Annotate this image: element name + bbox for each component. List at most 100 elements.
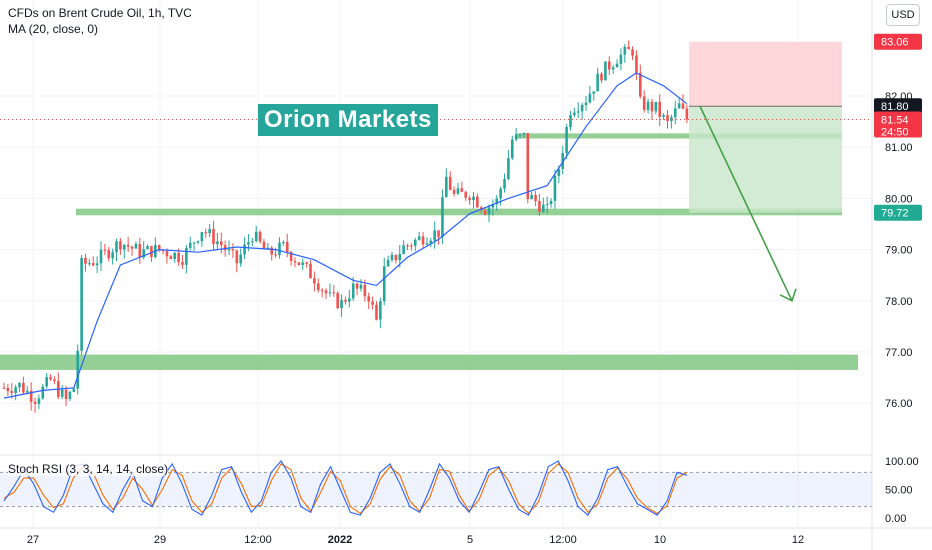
candle-body: [285, 241, 289, 253]
candle-body: [646, 101, 650, 110]
candle-body: [592, 91, 596, 94]
candle-body: [452, 189, 456, 194]
candle-body: [142, 249, 145, 258]
candle-body: [111, 252, 114, 259]
candle-body: [49, 377, 52, 380]
candle-body: [227, 249, 231, 251]
candle-body: [538, 201, 541, 212]
candle-body: [80, 257, 83, 351]
candle-body: [324, 290, 328, 294]
candle-body: [115, 241, 118, 253]
candle-body: [487, 207, 491, 215]
candle-body: [251, 241, 254, 243]
candle-body: [88, 263, 91, 265]
candle-body: [545, 204, 549, 206]
price-badge-value: 81.80: [881, 101, 909, 113]
candle-body: [33, 401, 37, 404]
candle-body: [64, 389, 68, 400]
candle-body: [10, 391, 14, 394]
candle-body: [336, 293, 339, 309]
candle-body: [216, 241, 219, 245]
candle-body: [662, 115, 665, 117]
candle-body: [150, 246, 153, 258]
time-axis-label: 29: [154, 534, 166, 546]
stoch-axis-label: 100.00: [885, 456, 919, 468]
candle-body: [313, 278, 316, 284]
candle-body: [421, 236, 425, 245]
symbol-title[interactable]: CFDs on Brent Crude Oil, 1h, TVC: [8, 6, 192, 20]
stoch-axis-label: 0.00: [885, 513, 906, 525]
candle-body: [53, 379, 56, 382]
candle-body: [681, 103, 685, 109]
candle-body: [243, 244, 246, 255]
candle-body: [619, 54, 623, 64]
candle-body: [402, 245, 405, 255]
candle-body: [41, 386, 45, 399]
candle-body: [677, 103, 681, 109]
candle-body: [530, 194, 533, 200]
candle-body: [332, 292, 336, 294]
candle-body: [445, 176, 448, 198]
candle-body: [650, 101, 654, 112]
candle-body: [398, 254, 402, 261]
stoch-axis-label: 50.00: [885, 485, 913, 497]
candle-body: [456, 188, 460, 194]
candle-body: [495, 198, 499, 205]
price-axis-label: 77.00: [885, 347, 913, 359]
candle-body: [204, 232, 208, 234]
candle-body: [301, 262, 305, 266]
candle-body: [122, 244, 126, 250]
currency-button[interactable]: USD: [886, 4, 920, 26]
candle-body: [371, 301, 374, 305]
stoch-band-fill: [0, 472, 872, 507]
projection-arrow-head: [779, 288, 797, 302]
candle-body: [565, 127, 568, 154]
stoch-rsi-legend[interactable]: Stoch RSI (3, 3, 14, 14, close): [8, 462, 169, 476]
candle-body: [219, 241, 223, 246]
candle-body: [413, 239, 417, 246]
candle-body: [25, 390, 29, 393]
candle-body: [573, 112, 576, 116]
candle-body: [359, 284, 363, 289]
candle-body: [499, 188, 502, 199]
candle-body: [76, 350, 80, 389]
candle-body: [37, 398, 41, 404]
candle-body: [130, 246, 134, 249]
candle-body: [576, 111, 580, 113]
ma-legend[interactable]: MA (20, close, 0): [8, 22, 99, 36]
moving-average-line: [3, 72, 688, 399]
candle-body: [600, 73, 603, 81]
candle-body: [542, 204, 545, 212]
candle-body: [29, 390, 33, 402]
candle-body: [491, 204, 495, 208]
candle-body: [188, 242, 192, 248]
time-axis-label: 5: [467, 534, 473, 546]
stoch-k-line: [3, 460, 688, 516]
candle-body: [611, 67, 615, 70]
candle-body: [60, 389, 64, 397]
projection-arrow-shaft: [699, 105, 793, 302]
price-axis-label: 79.00: [885, 245, 913, 257]
candle-body: [460, 188, 464, 192]
candle-body: [22, 382, 25, 393]
candle-body: [235, 250, 239, 264]
candle-body: [607, 61, 611, 70]
price-axis-label: 76.00: [885, 398, 913, 410]
candle-body: [666, 115, 669, 122]
candle-body: [468, 197, 471, 201]
candle-body: [615, 63, 619, 68]
candle-body: [258, 231, 262, 242]
take-profit-zone: [689, 106, 842, 213]
candle-body: [95, 263, 99, 266]
candle-body: [340, 299, 343, 309]
candle-body: [518, 134, 522, 136]
candle-body: [429, 240, 433, 244]
candle-body: [278, 242, 281, 255]
candle-body: [99, 249, 103, 264]
time-axis-label: 10: [654, 534, 666, 546]
candle-body: [510, 139, 514, 159]
candle-body: [631, 49, 634, 56]
time-axis-label: 12:00: [549, 534, 577, 546]
